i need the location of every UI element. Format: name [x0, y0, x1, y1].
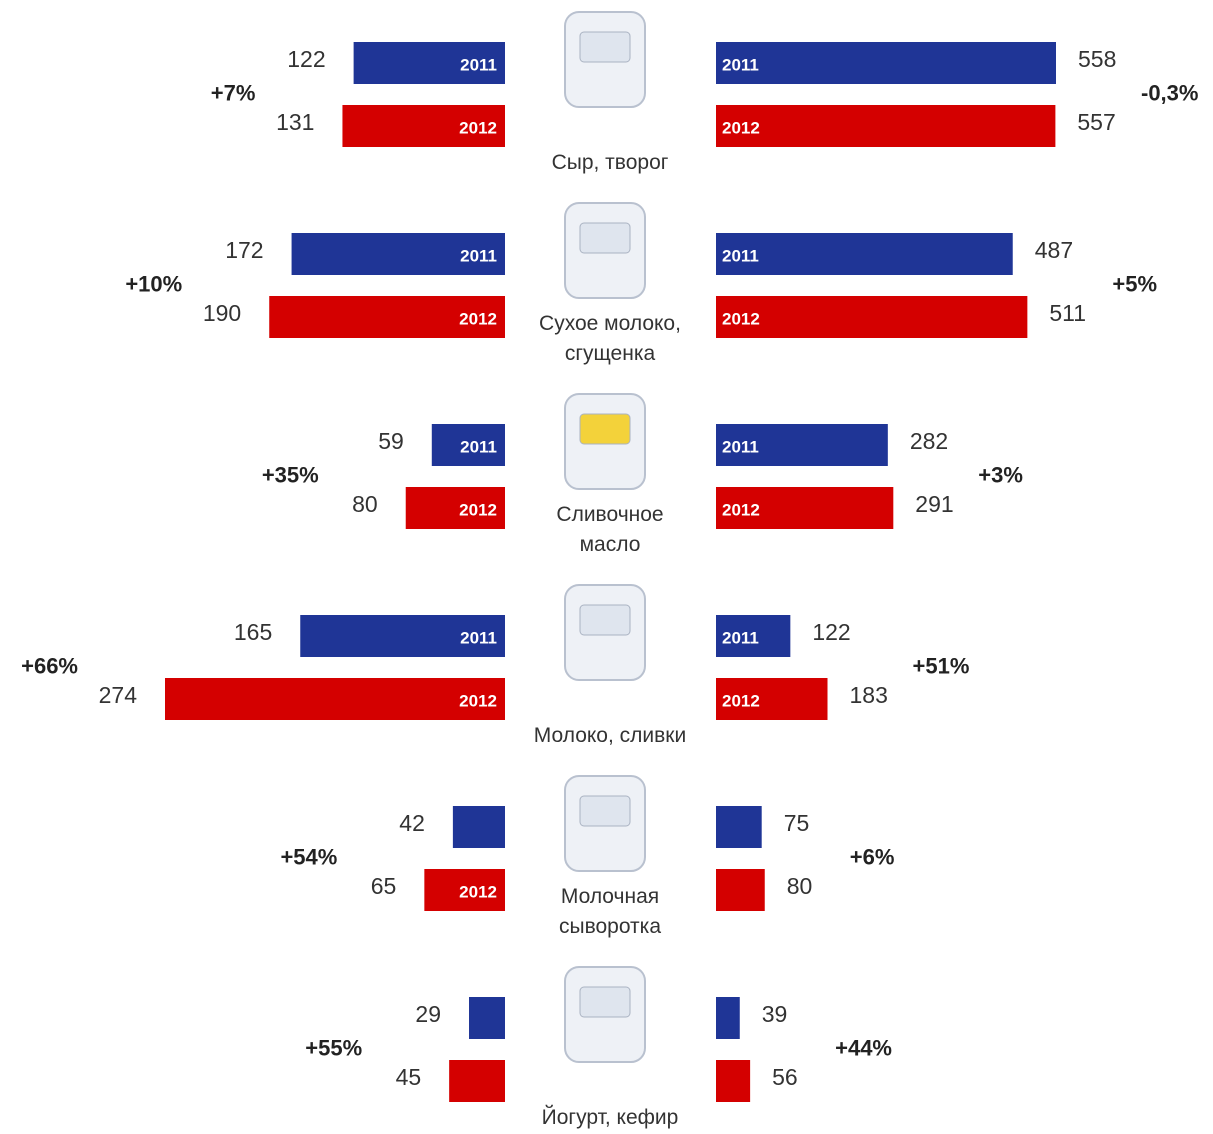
- bar: [165, 678, 505, 720]
- bar: [716, 615, 791, 657]
- change-label: +44%: [835, 1035, 892, 1060]
- bar: [716, 678, 828, 720]
- bar-year-label: 2011: [460, 55, 497, 74]
- bar-year-label: 2012: [722, 118, 760, 137]
- bar-year-label: 2011: [722, 437, 759, 456]
- category-label: Молоко, сливки: [533, 724, 687, 747]
- value-label: 172: [225, 237, 263, 263]
- bar: [716, 1060, 751, 1102]
- bar-year-label: 2012: [722, 691, 760, 710]
- change-label: +3%: [978, 462, 1023, 487]
- bar: [300, 615, 505, 657]
- product-icon: [564, 775, 646, 872]
- bar-year-label: 2011: [460, 437, 497, 456]
- bar: [353, 42, 505, 84]
- change-label: -0,3%: [1141, 80, 1198, 105]
- bar: [716, 806, 762, 848]
- product-icon: [564, 584, 646, 681]
- change-label: +55%: [305, 1035, 362, 1060]
- bar-year-label: 2012: [459, 118, 497, 137]
- bar-year-label: 2011: [460, 628, 497, 647]
- value-label: 56: [772, 1064, 798, 1090]
- value-label: 59: [378, 428, 404, 454]
- category-label: Сыр, творог: [551, 151, 669, 174]
- value-label: 274: [99, 682, 138, 708]
- category-label: Сливочное масло: [556, 503, 664, 556]
- category-label: Йогурт, кефир: [541, 1106, 679, 1129]
- change-label: +10%: [125, 271, 182, 296]
- value-label: 65: [371, 873, 397, 899]
- value-label: 42: [399, 810, 425, 836]
- bar: [291, 233, 505, 275]
- product-icon: [564, 11, 646, 108]
- bar-year-label: 2012: [459, 500, 497, 519]
- bar: [716, 42, 1056, 84]
- value-label: 75: [784, 810, 810, 836]
- product-icon: [564, 202, 646, 299]
- category-label: Сухое молоко, сгущенка: [539, 312, 681, 365]
- value-label: 282: [910, 428, 948, 454]
- bar: [716, 997, 740, 1039]
- change-label: +51%: [913, 653, 970, 678]
- value-label: 80: [787, 873, 813, 899]
- bar: [716, 105, 1056, 147]
- value-label: 190: [203, 300, 241, 326]
- bar: [716, 869, 765, 911]
- icon-shape: [579, 222, 631, 254]
- category-label: Молочная сыворотка: [558, 885, 662, 938]
- value-label: 131: [276, 109, 314, 135]
- value-label: 122: [812, 619, 850, 645]
- value-label: 80: [352, 491, 378, 517]
- value-label: 558: [1078, 46, 1116, 72]
- bar: [269, 296, 505, 338]
- change-label: +6%: [850, 844, 895, 869]
- value-label: 39: [762, 1001, 788, 1027]
- change-label: +54%: [280, 844, 337, 869]
- bar: [716, 296, 1028, 338]
- bar: [431, 424, 505, 466]
- bar-year-label: 2011: [460, 246, 497, 265]
- value-label: 487: [1035, 237, 1073, 263]
- bar-year-label: 2011: [722, 55, 759, 74]
- change-label: +35%: [262, 462, 319, 487]
- icon-shape: [579, 986, 631, 1018]
- bar: [424, 869, 505, 911]
- icon-shape: [579, 31, 631, 63]
- value-label: 511: [1049, 300, 1086, 326]
- icon-shape: [579, 413, 631, 445]
- bar-year-label: 2012: [459, 691, 497, 710]
- value-label: 45: [396, 1064, 422, 1090]
- bar-year-label: 2011: [722, 628, 759, 647]
- value-label: 291: [915, 491, 953, 517]
- bar: [469, 997, 505, 1039]
- product-icon: [564, 966, 646, 1063]
- value-label: 183: [850, 682, 888, 708]
- bar: [716, 424, 888, 466]
- value-label: 29: [415, 1001, 441, 1027]
- value-label: 122: [287, 46, 325, 72]
- bar-year-label: 2012: [722, 309, 760, 328]
- bar: [716, 487, 894, 529]
- bar: [449, 1060, 505, 1102]
- bar: [716, 233, 1013, 275]
- bar-year-label: 2012: [459, 882, 497, 901]
- bar: [342, 105, 505, 147]
- bar: [405, 487, 505, 529]
- product-icon: [564, 393, 646, 490]
- value-label: 165: [234, 619, 272, 645]
- bar-year-label: 2012: [459, 309, 497, 328]
- change-label: +5%: [1112, 271, 1157, 296]
- bar: [452, 806, 505, 848]
- change-label: +66%: [21, 653, 78, 678]
- bar-year-label: 2011: [722, 246, 759, 265]
- icon-shape: [579, 604, 631, 636]
- value-label: 557: [1077, 109, 1115, 135]
- icon-shape: [579, 795, 631, 827]
- bar-year-label: 2012: [722, 500, 760, 519]
- change-label: +7%: [211, 80, 256, 105]
